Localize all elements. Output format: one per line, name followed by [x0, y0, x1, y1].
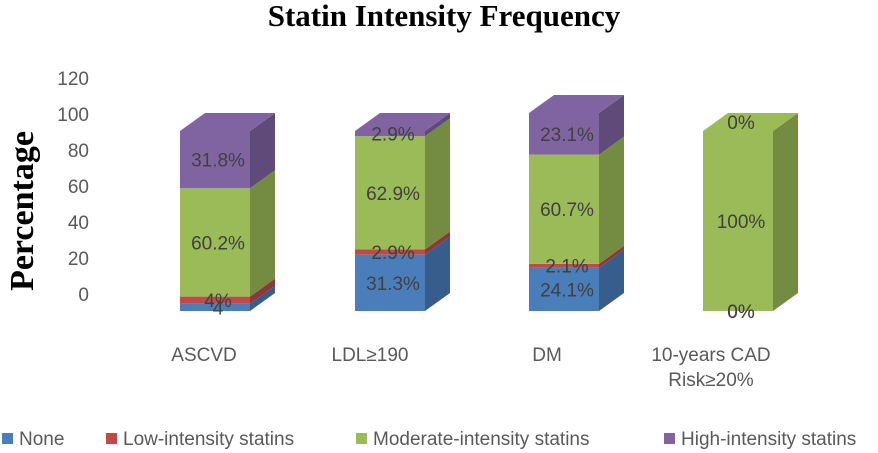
data-label: 4%	[204, 291, 232, 312]
data-label: 31.3%	[366, 274, 420, 295]
data-label: 2.9%	[371, 243, 414, 264]
category-label: LDL≥190	[332, 345, 409, 366]
bar-segment-side	[250, 278, 275, 304]
bar-segment	[703, 131, 773, 311]
data-label: 60.7%	[540, 200, 594, 221]
legend-label: High-intensity statins	[681, 429, 856, 450]
bar-segment-side	[425, 236, 450, 311]
y-tick-label: 40	[68, 213, 89, 234]
y-axis-ticks: 0 20 40 60 80 100 120	[57, 69, 89, 306]
data-label: 0%	[727, 113, 755, 134]
legend-label: None	[19, 429, 64, 450]
category-label: ASCVD	[171, 345, 236, 366]
legend-swatch	[106, 433, 117, 444]
category-label: 10-years CAD	[651, 345, 770, 366]
bar-segment-side	[599, 245, 624, 268]
data-label: 60.2%	[191, 233, 245, 254]
legend-label: Low-intensity statins	[123, 429, 294, 450]
y-tick-label: 20	[68, 249, 89, 270]
data-label: 31.8%	[191, 151, 245, 172]
bar-segment-side	[250, 285, 275, 311]
bar-top-face	[529, 95, 624, 113]
bar-segment	[355, 131, 425, 137]
bar-segment-side	[599, 136, 624, 264]
bar-segment	[180, 188, 250, 297]
y-axis-label: Percentage	[4, 131, 41, 291]
data-label: 0%	[727, 302, 755, 323]
bar-segment	[529, 263, 599, 268]
bar-segment-side	[599, 95, 624, 155]
data-label: 24.1%	[540, 280, 594, 301]
legend-swatch	[356, 433, 367, 444]
bar-segment	[180, 131, 250, 189]
legend-swatch	[2, 433, 13, 444]
data-label: 2.1%	[545, 257, 588, 278]
bar-top-face	[703, 113, 798, 131]
bar-segment	[529, 154, 599, 264]
y-tick-label: 0	[78, 285, 89, 306]
legend: None Low-intensity statins Moderate-intens…	[2, 429, 856, 450]
data-label: 100%	[717, 212, 766, 233]
data-label: 4	[213, 298, 224, 319]
data-labels: 44% 60.2% 31.8% 31.3% 2.9% 62.9% 2.9% 24.1%2.1%…	[191, 113, 765, 323]
bar-stacks	[180, 95, 798, 311]
y-tick-label: 120	[57, 69, 89, 90]
bar-segment	[180, 303, 250, 311]
y-tick-label: 100	[57, 105, 89, 126]
bar-segment-side	[599, 249, 624, 311]
y-tick-label: 80	[68, 141, 89, 162]
bar-segment	[355, 136, 425, 250]
bar-segment	[529, 113, 599, 155]
bar-top-face	[355, 113, 450, 131]
category-labels: ASCVD LDL≥190 DM 10-years CAD Risk≥20%	[171, 345, 770, 391]
bar-top-face	[180, 113, 275, 131]
data-label: 62.9%	[366, 184, 420, 205]
category-label: Risk≥20%	[668, 370, 754, 391]
chart-title: Statin Intensity Frequency	[268, 0, 621, 33]
data-label: 23.1%	[540, 125, 594, 146]
category-label: DM	[532, 345, 562, 366]
bar-segment-side	[250, 113, 275, 189]
bar-segment	[355, 254, 425, 311]
bar-segment-side	[425, 113, 450, 137]
legend-label: Moderate-intensity statins	[373, 429, 590, 450]
bar-segment	[355, 249, 425, 255]
bar-segment-side	[425, 231, 450, 255]
bar-segment	[529, 267, 599, 311]
data-label: 2.9%	[371, 125, 414, 146]
bar-segment-side	[425, 118, 450, 250]
bar-segment-side	[250, 170, 275, 297]
bar-segment-side	[773, 113, 798, 311]
data-label: 0%	[727, 302, 755, 323]
y-tick-label: 60	[68, 177, 89, 198]
bar-segment	[180, 296, 250, 304]
legend-swatch	[664, 433, 675, 444]
